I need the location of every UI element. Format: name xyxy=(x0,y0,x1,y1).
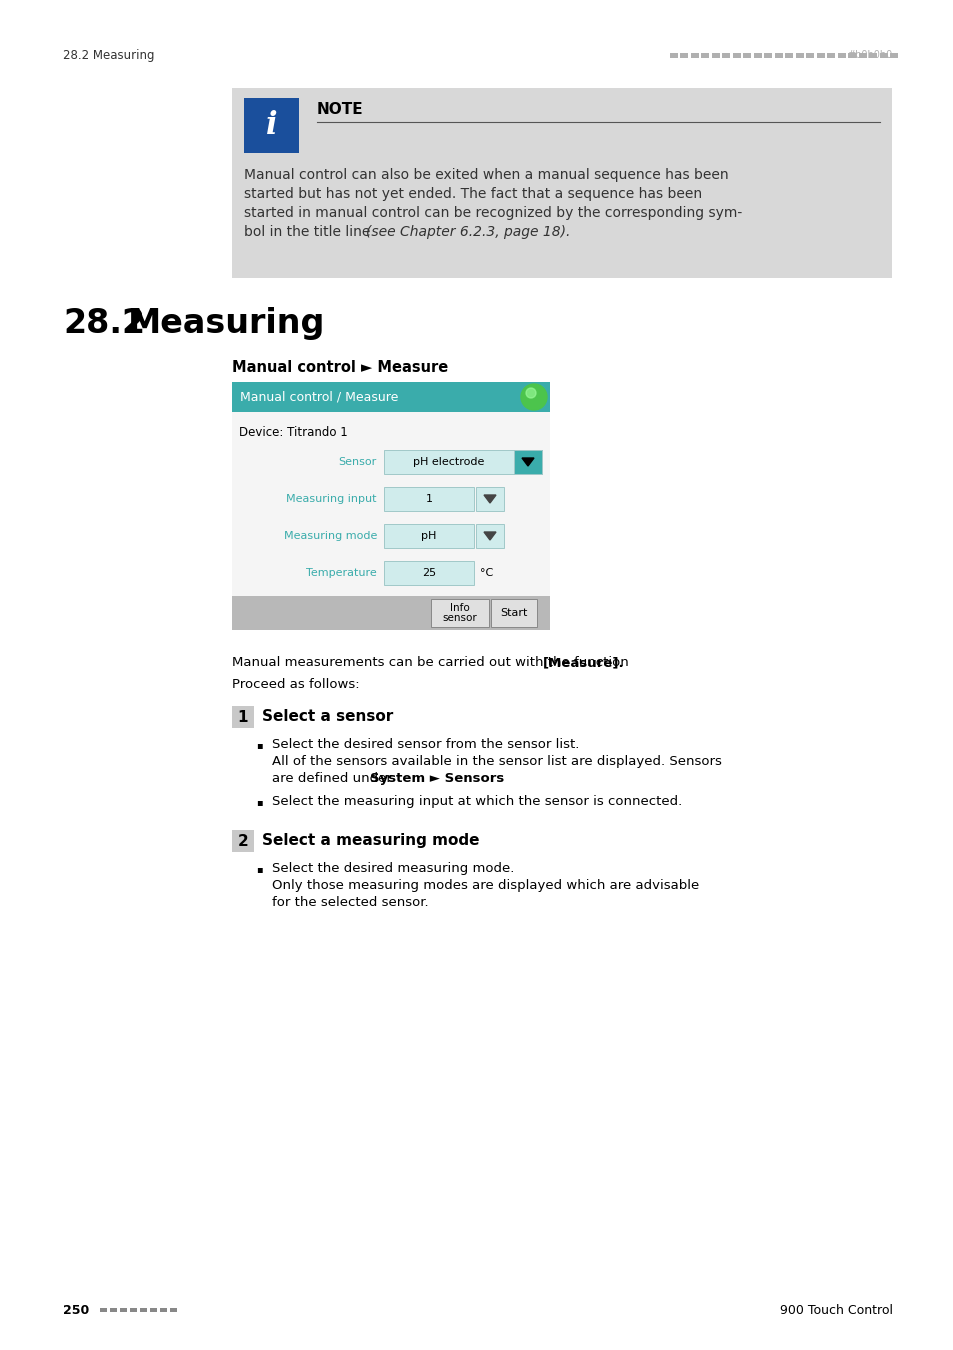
FancyBboxPatch shape xyxy=(826,53,835,58)
Text: ▪: ▪ xyxy=(255,796,262,807)
FancyBboxPatch shape xyxy=(774,53,782,58)
FancyBboxPatch shape xyxy=(384,450,541,474)
FancyBboxPatch shape xyxy=(232,595,550,630)
FancyBboxPatch shape xyxy=(244,99,298,153)
Text: Select the desired measuring mode.: Select the desired measuring mode. xyxy=(272,863,514,875)
FancyBboxPatch shape xyxy=(384,524,474,548)
FancyBboxPatch shape xyxy=(784,53,793,58)
FancyBboxPatch shape xyxy=(232,412,550,630)
Text: started but has not yet ended. The fact that a sequence has been: started but has not yet ended. The fact … xyxy=(244,188,701,201)
Text: Select the measuring input at which the sensor is connected.: Select the measuring input at which the … xyxy=(272,795,681,809)
FancyBboxPatch shape xyxy=(753,53,761,58)
Text: 1: 1 xyxy=(425,494,432,504)
Text: Device: Titrando 1: Device: Titrando 1 xyxy=(239,427,348,439)
Text: i: i xyxy=(265,109,277,140)
Text: °C: °C xyxy=(479,568,493,578)
FancyBboxPatch shape xyxy=(847,53,856,58)
Text: Start: Start xyxy=(499,608,527,618)
Text: bol in the title line: bol in the title line xyxy=(244,225,375,239)
Text: Manual control ► Measure: Manual control ► Measure xyxy=(232,360,448,375)
Text: ▪: ▪ xyxy=(255,864,262,873)
Text: 1: 1 xyxy=(237,710,248,725)
FancyBboxPatch shape xyxy=(732,53,740,58)
Text: sensor: sensor xyxy=(442,613,476,622)
Text: Info: Info xyxy=(450,603,470,613)
FancyBboxPatch shape xyxy=(110,1308,117,1312)
FancyBboxPatch shape xyxy=(721,53,730,58)
FancyBboxPatch shape xyxy=(700,53,709,58)
FancyBboxPatch shape xyxy=(879,53,887,58)
Text: (see Chapter 6.2.3, page 18).: (see Chapter 6.2.3, page 18). xyxy=(366,225,570,239)
Polygon shape xyxy=(521,458,534,466)
Text: [Measure].: [Measure]. xyxy=(542,656,623,670)
FancyBboxPatch shape xyxy=(120,1308,127,1312)
Text: Manual measurements can be carried out with the function: Manual measurements can be carried out w… xyxy=(232,656,633,670)
Text: 250: 250 xyxy=(63,1304,90,1316)
Text: NOTE: NOTE xyxy=(316,103,363,117)
FancyBboxPatch shape xyxy=(232,830,253,852)
FancyBboxPatch shape xyxy=(232,88,891,278)
Text: System ► Sensors: System ► Sensors xyxy=(370,772,504,784)
FancyBboxPatch shape xyxy=(491,599,537,626)
Text: Select a measuring mode: Select a measuring mode xyxy=(262,833,479,848)
FancyBboxPatch shape xyxy=(889,53,898,58)
FancyBboxPatch shape xyxy=(816,53,824,58)
FancyBboxPatch shape xyxy=(232,412,550,630)
Text: Only those measuring modes are displayed which are advisable: Only those measuring modes are displayed… xyxy=(272,879,699,892)
Text: Measuring: Measuring xyxy=(128,306,325,340)
FancyBboxPatch shape xyxy=(170,1308,177,1312)
FancyBboxPatch shape xyxy=(711,53,720,58)
FancyBboxPatch shape xyxy=(868,53,877,58)
Text: are defined under: are defined under xyxy=(272,772,395,784)
FancyBboxPatch shape xyxy=(100,1308,107,1312)
Text: 28.2 Measuring: 28.2 Measuring xyxy=(63,49,154,62)
FancyBboxPatch shape xyxy=(858,53,866,58)
FancyBboxPatch shape xyxy=(795,53,803,58)
FancyBboxPatch shape xyxy=(669,53,678,58)
FancyBboxPatch shape xyxy=(160,1308,167,1312)
FancyBboxPatch shape xyxy=(837,53,845,58)
FancyBboxPatch shape xyxy=(476,524,503,548)
Text: 2: 2 xyxy=(237,833,248,849)
Polygon shape xyxy=(483,532,496,540)
FancyBboxPatch shape xyxy=(476,487,503,512)
Text: Measuring input: Measuring input xyxy=(286,494,376,504)
FancyBboxPatch shape xyxy=(763,53,772,58)
FancyBboxPatch shape xyxy=(232,382,550,412)
Text: 900 Touch Control: 900 Touch Control xyxy=(780,1304,892,1316)
Text: Manual control can also be exited when a manual sequence has been: Manual control can also be exited when a… xyxy=(244,167,728,182)
FancyBboxPatch shape xyxy=(690,53,699,58)
FancyBboxPatch shape xyxy=(140,1308,147,1312)
Text: Select the desired sensor from the sensor list.: Select the desired sensor from the senso… xyxy=(272,738,578,751)
FancyBboxPatch shape xyxy=(232,706,253,728)
FancyBboxPatch shape xyxy=(130,1308,137,1312)
Text: started in manual control can be recognized by the corresponding sym-: started in manual control can be recogni… xyxy=(244,207,741,220)
Text: Proceed as follows:: Proceed as follows: xyxy=(232,678,359,691)
FancyBboxPatch shape xyxy=(514,450,541,474)
Text: All of the sensors available in the sensor list are displayed. Sensors: All of the sensors available in the sens… xyxy=(272,755,721,768)
FancyBboxPatch shape xyxy=(431,599,489,626)
Polygon shape xyxy=(483,495,496,504)
Text: pH electrode: pH electrode xyxy=(413,458,484,467)
FancyBboxPatch shape xyxy=(150,1308,157,1312)
Text: Sensor: Sensor xyxy=(338,458,376,467)
Circle shape xyxy=(525,387,536,398)
FancyBboxPatch shape xyxy=(679,53,688,58)
Text: Measuring mode: Measuring mode xyxy=(283,531,376,541)
Text: 28.2: 28.2 xyxy=(63,306,145,340)
FancyBboxPatch shape xyxy=(805,53,814,58)
Text: pH: pH xyxy=(421,531,436,541)
Text: ▪: ▪ xyxy=(255,740,262,751)
Text: Select a sensor: Select a sensor xyxy=(262,709,393,724)
Text: 25: 25 xyxy=(421,568,436,578)
Text: for the selected sensor.: for the selected sensor. xyxy=(272,896,428,909)
Text: Manual control / Measure: Manual control / Measure xyxy=(240,390,398,404)
FancyBboxPatch shape xyxy=(384,562,474,585)
FancyBboxPatch shape xyxy=(384,487,474,512)
Text: #b0b0b0: #b0b0b0 xyxy=(847,50,892,59)
Circle shape xyxy=(520,383,546,410)
Text: Temperature: Temperature xyxy=(306,568,376,578)
FancyBboxPatch shape xyxy=(742,53,751,58)
